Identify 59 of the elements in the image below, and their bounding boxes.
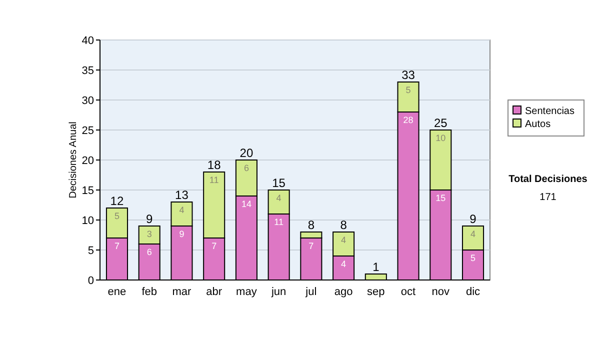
text: 171 <box>540 192 557 203</box>
y-tick-label: 10 <box>82 215 94 227</box>
y-tick-label: 25 <box>82 125 94 137</box>
y-tick-label: 40 <box>82 35 94 47</box>
x-tick-label: may <box>236 286 258 298</box>
x-tick-label: sep <box>367 286 385 298</box>
x-tick-label: abr <box>206 286 222 298</box>
data-label: 4 <box>341 259 346 269</box>
legend-label: Autos <box>525 119 551 130</box>
x-tick-label: nov <box>432 286 450 298</box>
data-label: 6 <box>146 247 152 257</box>
x-tick-label: mar <box>172 286 192 298</box>
total-label: 8 <box>308 218 315 232</box>
data-label: 28 <box>403 115 414 125</box>
data-label: 11 <box>274 217 284 227</box>
y-tick-label: 5 <box>88 245 94 257</box>
data-label: 11 <box>209 175 219 185</box>
total-label: 13 <box>175 188 189 202</box>
total-label: 9 <box>470 212 477 226</box>
legend-label: Sentencias <box>525 106 574 117</box>
x-tick-label: feb <box>142 286 158 298</box>
data-label: 4 <box>470 229 476 239</box>
data-label: 6 <box>244 163 249 173</box>
data-label: 7 <box>212 241 217 251</box>
y-tick-label: 35 <box>82 65 94 77</box>
y-tick-label: 15 <box>82 185 94 197</box>
total-label: 8 <box>340 218 348 232</box>
data-label: 3 <box>146 229 152 239</box>
total-label: 33 <box>402 68 416 82</box>
y-tick-label: 20 <box>82 155 94 167</box>
data-label: 5 <box>470 253 476 263</box>
total-label: 1 <box>372 260 380 274</box>
total-label: 20 <box>240 146 254 160</box>
y-tick-label: 0 <box>88 275 94 287</box>
total-label: 18 <box>207 158 222 172</box>
data-label: 9 <box>179 229 184 239</box>
x-tick-label: jul <box>304 286 317 298</box>
data-label: 4 <box>276 193 282 203</box>
total-label: 12 <box>110 194 124 208</box>
x-tick-label: oct <box>400 286 416 298</box>
x-tick-label: ago <box>334 286 353 298</box>
data-label: 4 <box>179 205 184 215</box>
data-label: 4 <box>341 235 346 245</box>
x-tick-label: jun <box>270 286 286 298</box>
total-label: 9 <box>146 212 154 226</box>
total-label: 25 <box>434 116 448 130</box>
data-label: 5 <box>114 211 120 221</box>
x-tick-label: dic <box>466 286 481 298</box>
total-label: 15 <box>272 176 286 190</box>
data-label: 7 <box>114 241 120 251</box>
text: Total Decisiones <box>508 174 588 185</box>
data-label: 10 <box>436 133 446 143</box>
y-tick-label: 30 <box>82 95 94 107</box>
y-axis-title: Decisiones Anual <box>68 122 79 198</box>
data-label: 7 <box>308 241 314 251</box>
data-label: 5 <box>406 85 411 95</box>
data-label: 15 <box>436 193 446 203</box>
data-label: 14 <box>241 199 252 209</box>
x-tick-label: ene <box>108 286 126 298</box>
